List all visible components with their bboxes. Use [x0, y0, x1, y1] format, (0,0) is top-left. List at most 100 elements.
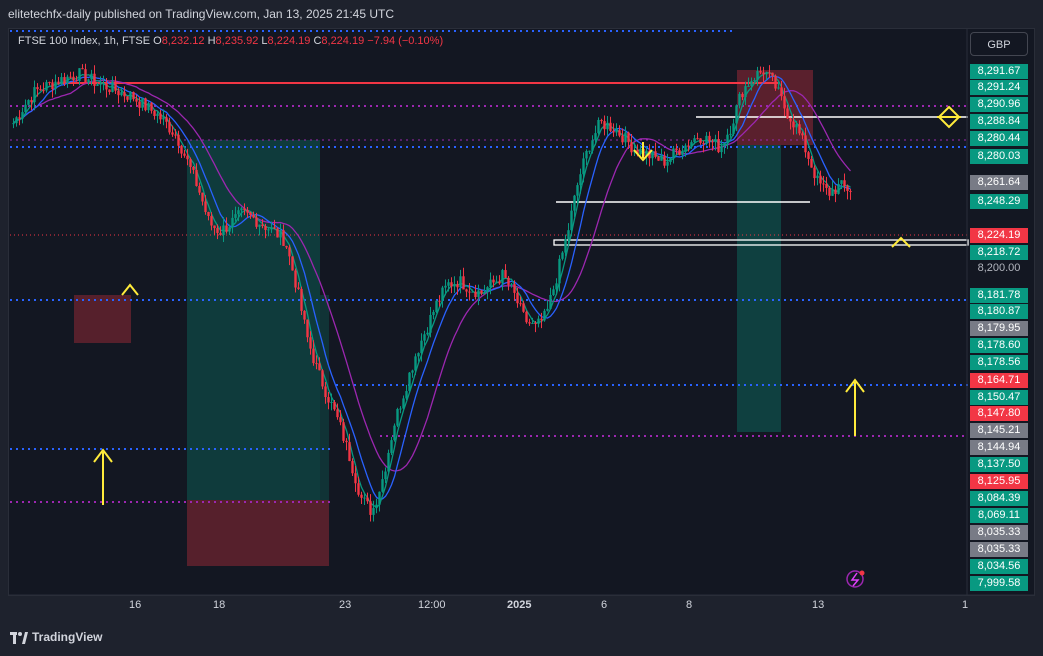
candle-body	[705, 135, 708, 144]
candle-body	[717, 138, 720, 153]
price-label: 8,180.87	[970, 304, 1028, 319]
footer-brand-text: TradingView	[32, 630, 103, 644]
candle-body	[51, 82, 54, 90]
candle-body	[612, 130, 615, 133]
candle-body	[138, 101, 141, 108]
candle-body	[615, 130, 618, 133]
close-label: C	[313, 35, 322, 47]
candle-body	[255, 217, 258, 227]
candle-body	[396, 408, 399, 426]
price-label: 8,034.56	[970, 559, 1028, 574]
candle-body	[60, 77, 63, 85]
candle-body	[351, 461, 354, 474]
candle-body	[306, 319, 309, 338]
candle-body	[201, 192, 204, 202]
candle-body	[552, 289, 555, 296]
open-label: O	[153, 35, 162, 47]
candle-body	[333, 401, 336, 410]
candle-body	[801, 133, 804, 136]
high-value: 8,235.92	[215, 35, 259, 47]
candle-body	[765, 72, 768, 75]
candle-body	[750, 81, 753, 86]
candle-body	[516, 292, 519, 304]
candle-body	[741, 93, 744, 98]
candle-body	[189, 159, 192, 167]
candle-body	[180, 145, 183, 154]
candle-body	[735, 105, 738, 124]
footer-brand[interactable]: TradingView	[10, 630, 102, 644]
candle-body	[102, 83, 105, 85]
candle-body	[561, 252, 564, 259]
candle-body	[558, 258, 561, 284]
candle-body	[504, 270, 507, 278]
candle-body	[33, 87, 36, 103]
time-tick-label: 23	[339, 599, 352, 611]
candle-body	[510, 284, 513, 286]
candle-body	[69, 76, 72, 78]
candle-body	[525, 311, 528, 323]
candle-body	[372, 508, 375, 515]
candle-body	[744, 86, 747, 98]
candle-body	[453, 284, 456, 287]
candle-body	[837, 183, 840, 194]
candle-body	[243, 208, 246, 210]
change-value: −7.94 (−0.10%)	[367, 35, 444, 47]
candle-body	[216, 228, 219, 233]
candle-body	[807, 152, 810, 159]
candle-body	[312, 348, 315, 364]
candle-body	[105, 83, 108, 90]
candle-body	[303, 310, 306, 320]
price-label: 8,084.39	[970, 491, 1028, 506]
candle-body	[348, 442, 351, 462]
candle-body	[159, 113, 162, 120]
price-label: 8,179.95	[970, 321, 1028, 336]
candle-body	[258, 224, 261, 227]
candle-body	[249, 212, 252, 216]
long-stop-zone	[187, 500, 329, 566]
candle-body	[654, 151, 657, 157]
moving-average-green	[13, 71, 851, 508]
price-label: 8,125.95	[970, 474, 1028, 489]
candle-body	[777, 87, 780, 89]
price-label: 8,280.44	[970, 131, 1028, 146]
alert-lightning-icon	[846, 570, 865, 588]
candle-body	[81, 68, 84, 70]
arrow-up-icon	[845, 378, 865, 436]
candle-body	[849, 190, 852, 192]
candle-body	[576, 185, 579, 196]
long-profit-zone-2	[320, 295, 329, 500]
candle-body	[573, 195, 576, 211]
candles-group	[12, 63, 852, 522]
candle-body	[267, 229, 270, 231]
candle-body	[792, 121, 795, 128]
candle-body	[405, 391, 408, 399]
candle-body	[582, 158, 585, 175]
price-label: 8,280.03	[970, 149, 1028, 164]
candle-body	[123, 92, 126, 97]
arrow-up-icon	[93, 448, 113, 505]
candle-body	[234, 214, 237, 218]
candle-body	[534, 323, 537, 325]
price-label: 7,999.58	[970, 576, 1028, 591]
candle-body	[417, 353, 420, 357]
candle-body	[588, 150, 591, 152]
candle-body	[339, 417, 342, 423]
candle-body	[108, 89, 111, 92]
candle-body	[252, 215, 255, 218]
candle-body	[666, 162, 669, 166]
candle-body	[345, 440, 348, 443]
price-label: 8,261.64	[970, 175, 1028, 190]
candle-body	[819, 175, 822, 184]
candle-body	[27, 100, 30, 105]
currency-button[interactable]: GBP	[970, 32, 1028, 56]
candle-body	[12, 123, 15, 125]
candle-body	[168, 121, 171, 133]
candle-body	[204, 201, 207, 212]
time-tick-label: 16	[129, 599, 142, 611]
tradingview-logo-icon	[10, 631, 28, 644]
candle-body	[834, 189, 837, 194]
candle-body	[663, 155, 666, 166]
price-label: 8,147.80	[970, 406, 1028, 421]
candle-body	[408, 372, 411, 392]
